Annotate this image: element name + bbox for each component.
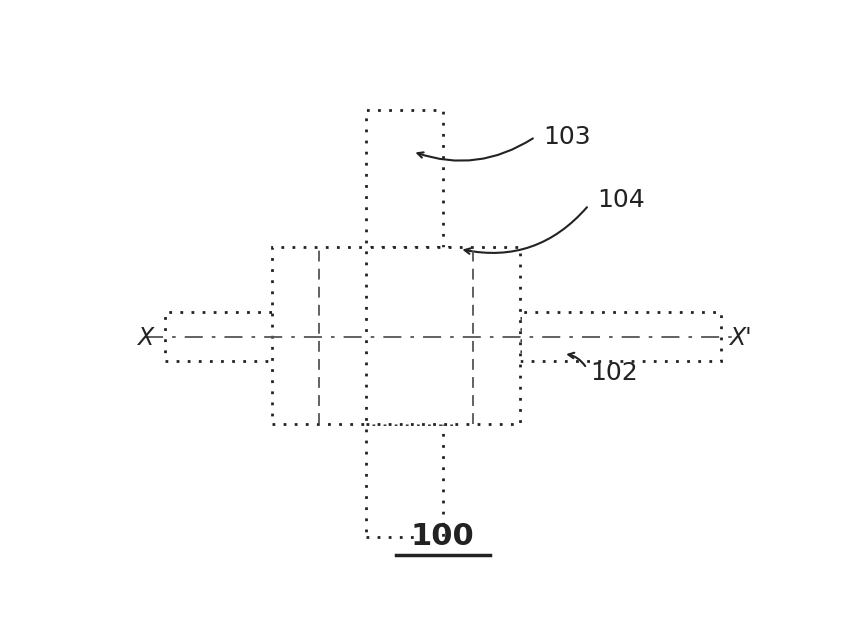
Text: X': X': [729, 326, 752, 349]
Bar: [165, 312, 365, 361]
Bar: [520, 312, 721, 361]
Text: 100: 100: [411, 522, 474, 551]
Bar: [365, 247, 520, 425]
Text: 102: 102: [590, 361, 638, 385]
Text: 103: 103: [543, 125, 591, 149]
Text: 104: 104: [597, 188, 645, 212]
Text: X: X: [137, 326, 153, 349]
Bar: [365, 110, 442, 537]
Bar: [272, 247, 456, 425]
